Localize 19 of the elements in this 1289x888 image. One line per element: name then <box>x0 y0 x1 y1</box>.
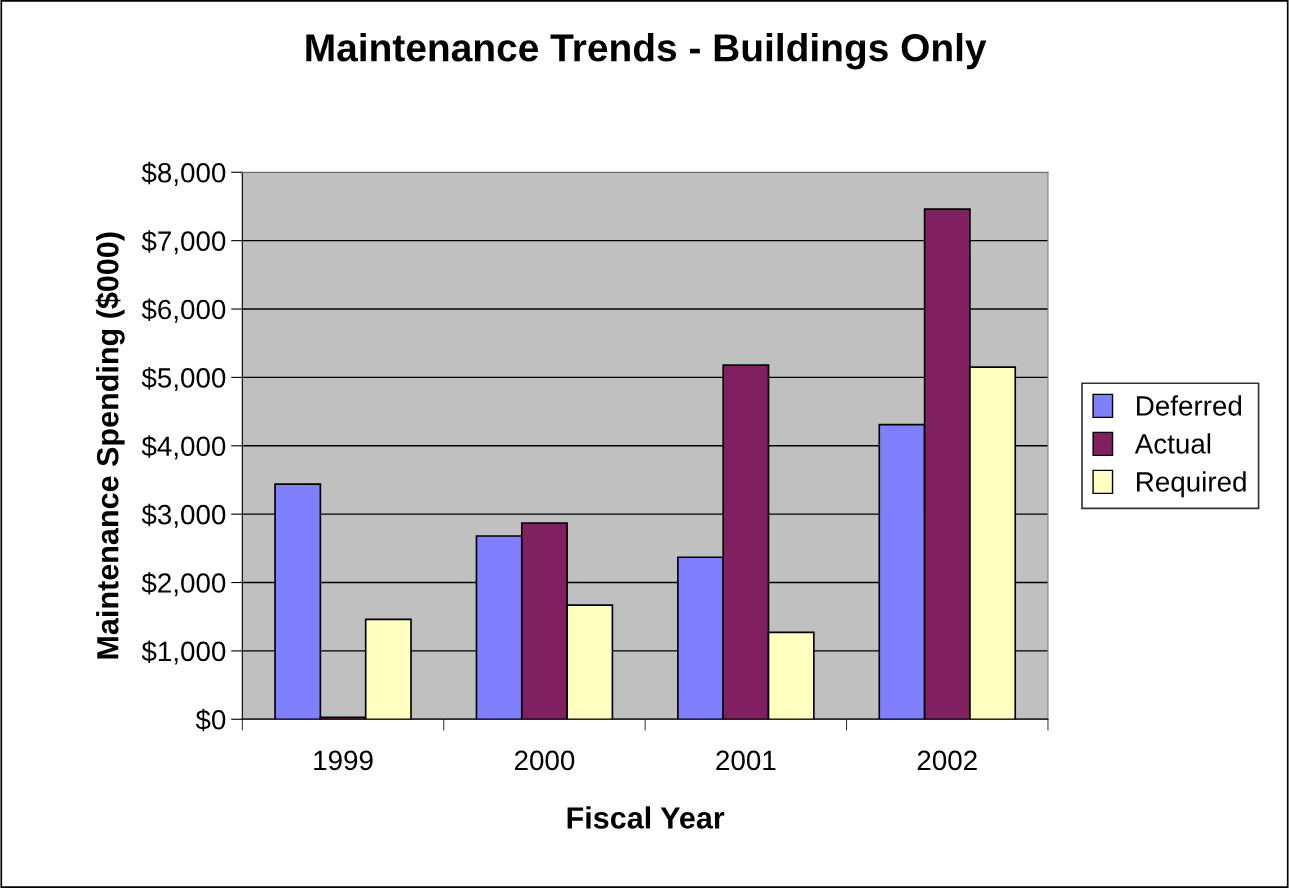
x-axis-title: Fiscal Year <box>567 806 725 829</box>
legend-label: Deferred <box>1137 395 1242 416</box>
y-tick-label: $4,000 <box>141 435 226 460</box>
y-axis-title: Maintenance Spending ($000) <box>95 232 125 659</box>
x-tick-label: 2002 <box>917 750 977 771</box>
y-tick-label: $2,000 <box>141 572 226 597</box>
y-tick-label: $1,000 <box>141 640 226 665</box>
y-tick-label: $0 <box>195 708 226 732</box>
x-tick-label: 2001 <box>716 750 776 771</box>
y-tick-label: $7,000 <box>141 230 226 255</box>
x-tick-label: 1999 <box>314 750 373 771</box>
y-tick-label: $8,000 <box>141 161 226 186</box>
y-tick-label: $6,000 <box>141 298 226 323</box>
y-tick-label: $5,000 <box>141 366 226 392</box>
y-tick-label: $3,000 <box>141 503 226 528</box>
x-tick-label: 2000 <box>514 750 575 771</box>
legend-label: Actual <box>1134 433 1211 454</box>
legend-label: Required <box>1137 471 1246 498</box>
chart-title: Maintenance Trends - Buildings Only <box>306 32 987 70</box>
